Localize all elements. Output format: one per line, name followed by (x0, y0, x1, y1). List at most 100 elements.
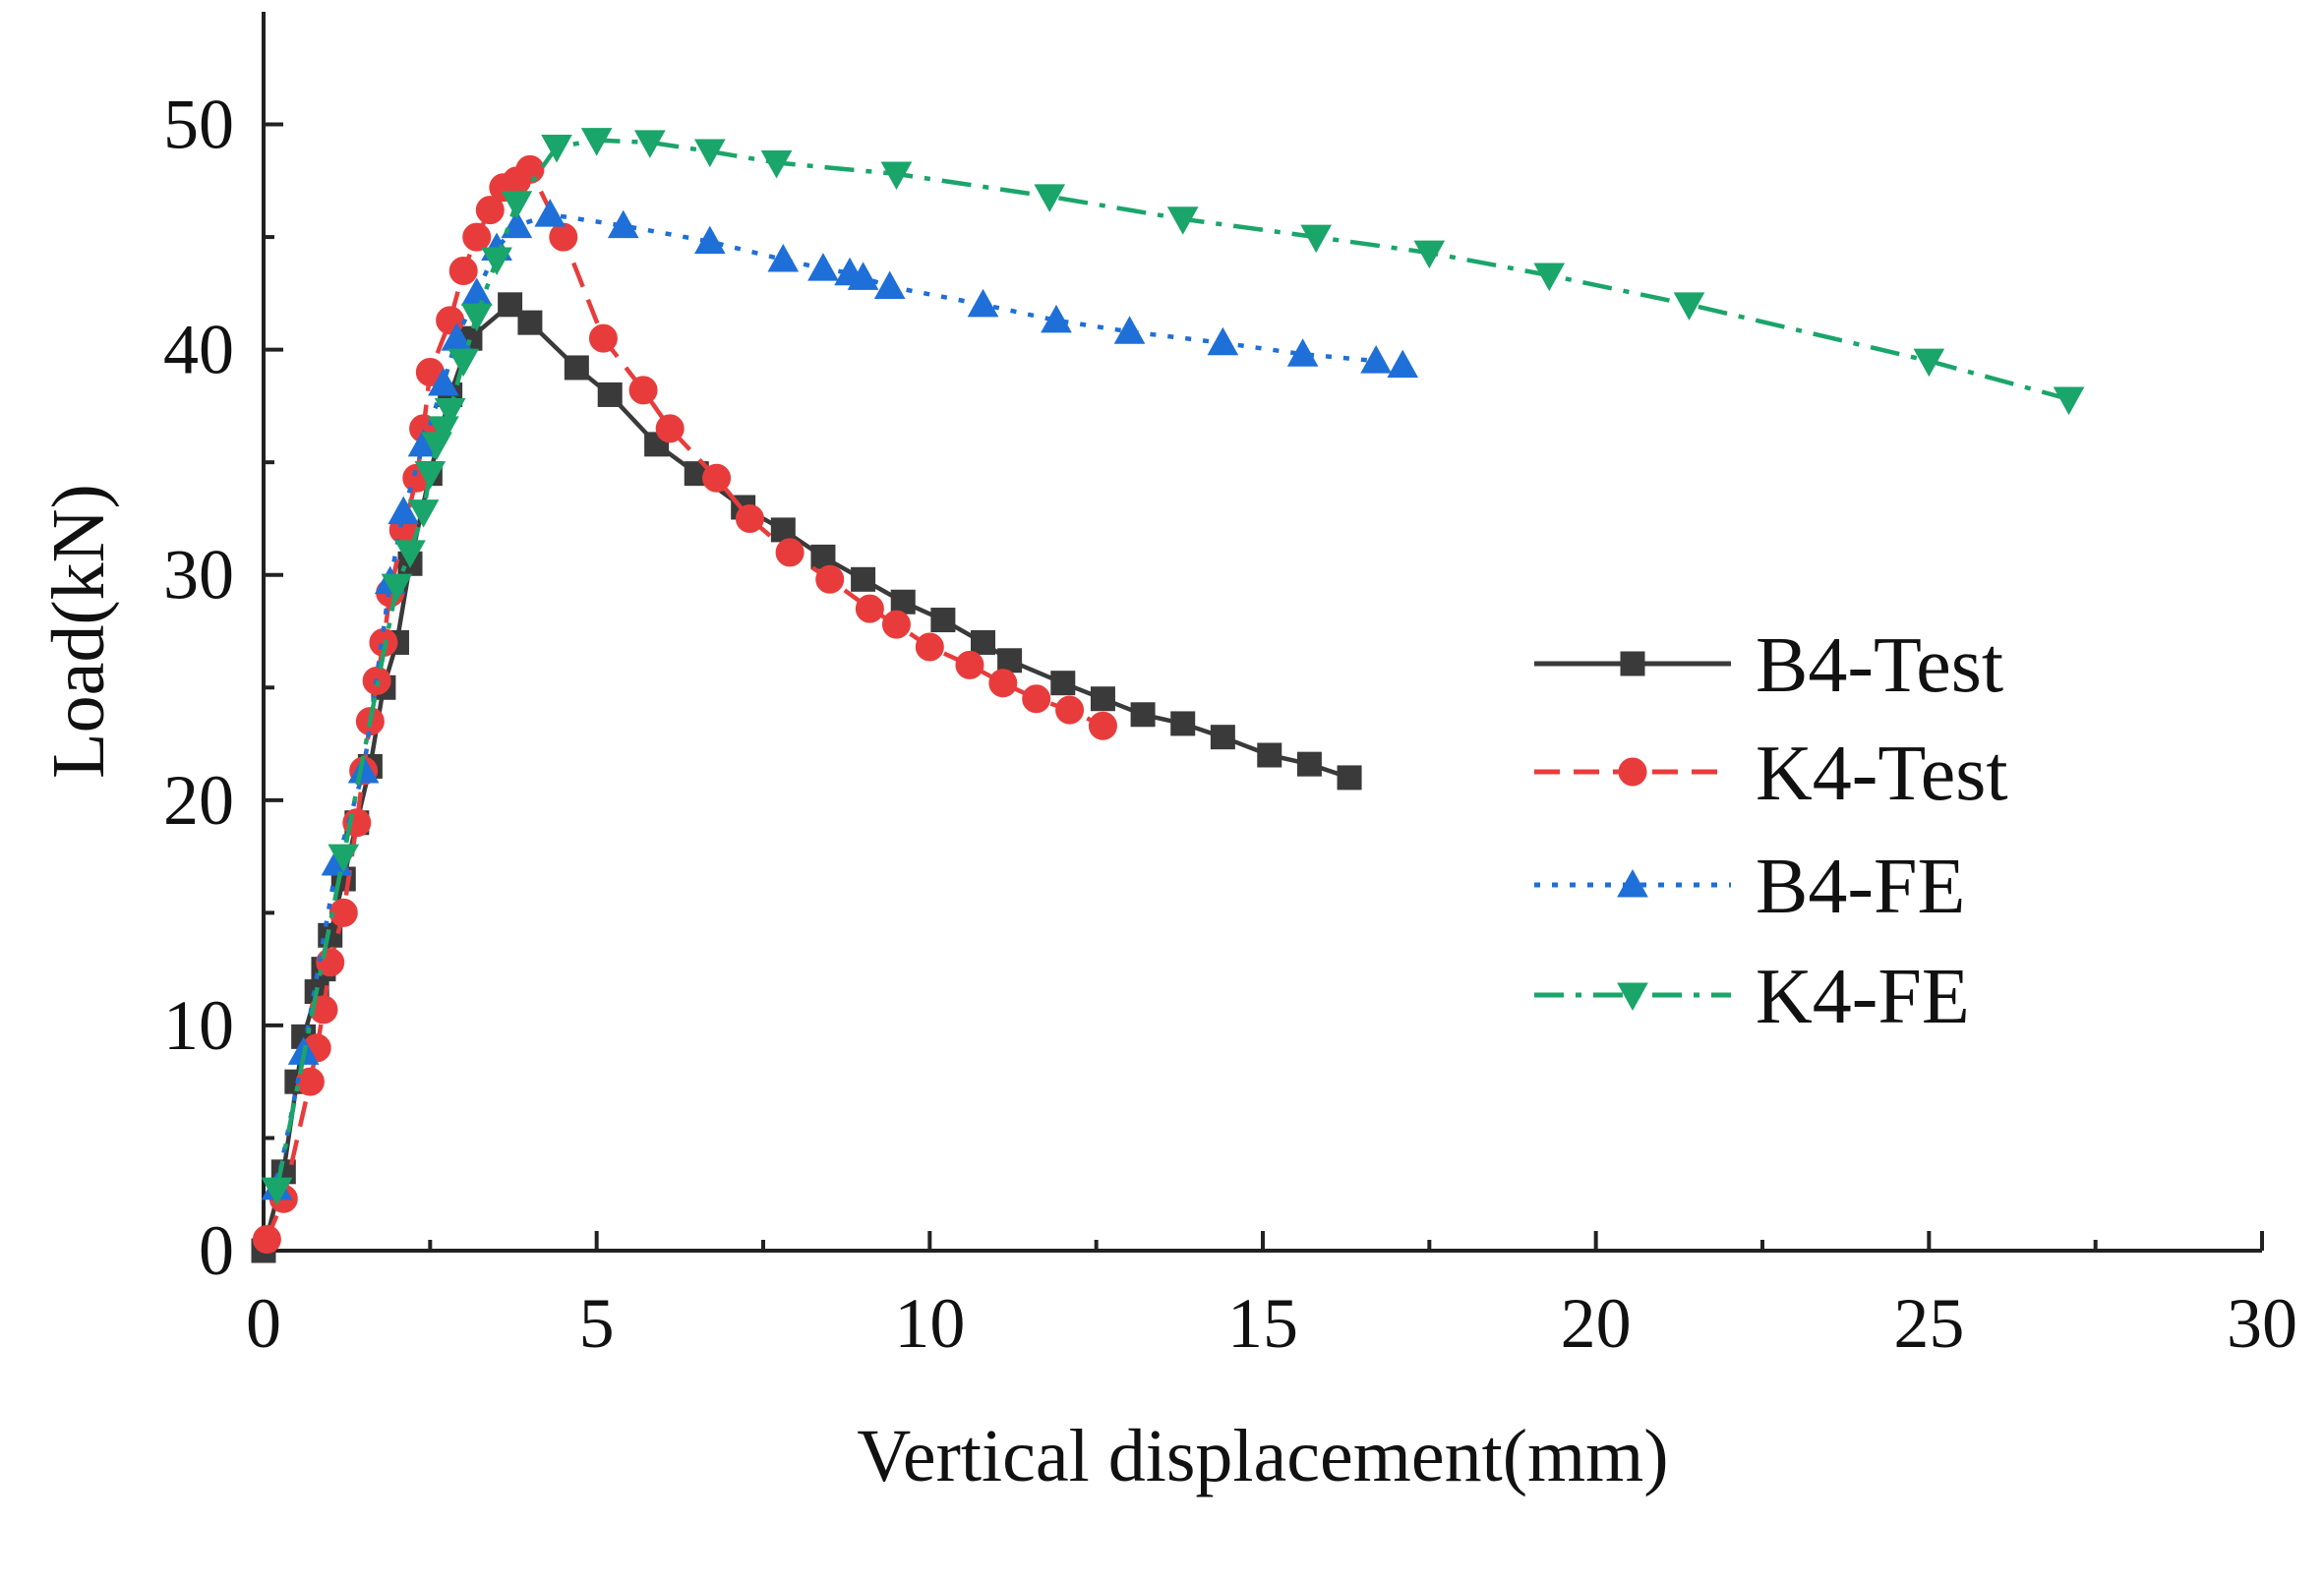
data-point (971, 629, 996, 655)
data-point (387, 496, 420, 525)
data-point (1170, 711, 1196, 736)
data-point (1300, 224, 1333, 254)
data-point (434, 397, 466, 427)
data-point (1286, 338, 1319, 367)
data-point (1360, 345, 1392, 374)
legend-item: K4-FE (1534, 954, 1970, 1040)
legend-label: K4-FE (1756, 954, 1970, 1040)
data-point (475, 196, 505, 225)
data-point (549, 222, 578, 252)
x-tick-label: 0 (246, 1284, 281, 1363)
series-layer (251, 128, 2085, 1263)
y-tick-label: 40 (163, 311, 234, 389)
data-point (347, 755, 380, 784)
data-point (597, 381, 623, 407)
series-k4-test (252, 154, 1117, 1255)
legend-label: B4-FE (1756, 844, 1965, 930)
data-point (1034, 184, 1066, 212)
data-point (775, 538, 804, 567)
data-point (447, 348, 480, 378)
data-point (1130, 702, 1156, 728)
x-ticks: 0 5 10 15 20 25 30 (246, 1231, 2297, 1363)
legend-swatch-marker (1620, 651, 1645, 676)
data-point (588, 323, 618, 353)
data-point (328, 844, 360, 873)
data-point (767, 243, 800, 272)
data-point (628, 376, 658, 405)
data-point (1337, 765, 1362, 791)
y-axis-title: Load(kN) (37, 484, 120, 779)
data-point (847, 262, 879, 290)
data-point (1210, 725, 1235, 750)
data-point (1257, 742, 1282, 768)
data-point (328, 898, 358, 927)
data-point (997, 648, 1023, 674)
data-point (534, 199, 566, 227)
data-point (655, 414, 685, 443)
legend-item: K4-Test (1534, 731, 2008, 817)
data-point (880, 161, 913, 190)
data-point (810, 544, 836, 569)
data-point (1296, 751, 1322, 777)
data-point (517, 310, 543, 335)
data-point (1050, 671, 1076, 696)
data-point (607, 209, 639, 239)
x-tick-label: 25 (1893, 1284, 1964, 1363)
data-point (807, 253, 839, 281)
y-ticks: 0 10 20 30 40 50 (163, 86, 283, 1290)
data-point (2053, 386, 2085, 416)
data-point (1041, 304, 1072, 333)
data-point (735, 503, 764, 533)
data-point (564, 355, 589, 381)
data-point (1413, 240, 1446, 269)
data-point (414, 461, 447, 490)
data-point (407, 499, 440, 528)
data-point (501, 191, 533, 219)
data-point (760, 149, 793, 179)
data-point (988, 669, 1018, 698)
data-point (428, 367, 459, 396)
data-point (873, 270, 906, 299)
x-tick-label: 5 (579, 1284, 615, 1363)
x-tick-label: 15 (1227, 1284, 1298, 1363)
y-tick-label: 0 (199, 1211, 234, 1290)
data-point (1055, 695, 1085, 725)
data-point (702, 463, 732, 493)
data-point (1088, 711, 1117, 740)
data-point (1387, 349, 1419, 379)
data-point (252, 1225, 281, 1255)
data-point (881, 610, 911, 639)
legend-swatch-marker (1617, 982, 1648, 1012)
y-tick-label: 30 (163, 536, 234, 615)
data-point (1166, 206, 1199, 235)
data-point (515, 154, 545, 184)
data-point (915, 632, 944, 662)
data-point (693, 139, 726, 168)
data-point (1673, 292, 1705, 321)
data-point (1113, 316, 1146, 344)
data-point (580, 128, 613, 156)
series-k4-fe (261, 128, 2085, 1206)
y-tick-label: 20 (163, 761, 234, 840)
legend-item: B4-Test (1534, 622, 2003, 709)
data-point (261, 1177, 293, 1206)
series-b4-fe (261, 199, 1419, 1201)
data-point (481, 247, 512, 276)
x-axis-title: Vertical displacement(mm) (857, 1415, 1668, 1497)
data-point (815, 564, 845, 594)
data-point (501, 209, 533, 239)
data-point (1207, 326, 1239, 356)
x-tick-label: 30 (2227, 1284, 2297, 1363)
data-point (967, 288, 999, 318)
data-point (1022, 684, 1051, 714)
data-point (460, 303, 493, 332)
data-point (462, 222, 492, 252)
data-point (930, 608, 956, 633)
x-tick-label: 20 (1561, 1284, 1632, 1363)
legend-swatch-marker (1617, 868, 1648, 898)
data-point (1090, 686, 1115, 712)
data-point (498, 292, 523, 318)
data-point (541, 134, 572, 163)
data-point (448, 256, 478, 285)
